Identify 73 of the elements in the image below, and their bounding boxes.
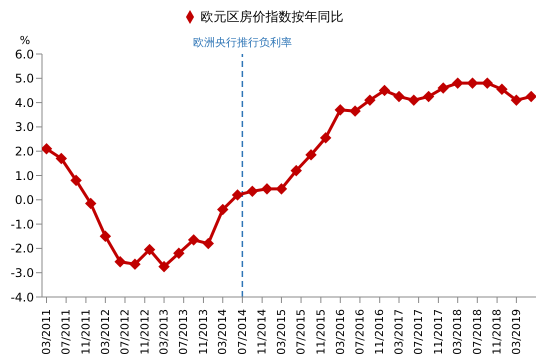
x-tick-label: 11/2017 [432, 309, 445, 355]
point [158, 261, 170, 272]
point [466, 78, 478, 89]
x-tick-label: 03/2014 [216, 309, 230, 355]
point [100, 230, 111, 242]
x-tick-label: 07/2014 [236, 309, 249, 355]
legend-label: 欧元区房价指数按年同比 [200, 10, 344, 25]
point [188, 234, 200, 246]
x-tick-label: 11/2018 [490, 309, 504, 355]
x-tick-label: 03/2013 [158, 309, 171, 355]
point [350, 106, 361, 117]
x-tick-label: 11/2013 [196, 309, 210, 355]
y-tick-label: 0.0 [14, 193, 34, 208]
x-tick-label: 03/2012 [98, 309, 112, 355]
y-tick-label: 1.0 [14, 168, 34, 183]
y-tick-label: 6.0 [14, 47, 34, 62]
x-tick-label: 07/2017 [412, 309, 426, 355]
point [42, 143, 52, 154]
point [114, 256, 126, 268]
point [56, 152, 67, 164]
x-tick-label: 11/2015 [314, 309, 328, 355]
y-tick-label: 5.0 [14, 72, 34, 86]
x-tick-label: 07/2016 [353, 309, 366, 355]
point [334, 104, 346, 116]
x-tick-label: 07/2013 [177, 309, 190, 355]
y-tick-label: 3.0 [14, 120, 34, 134]
x-tick-label: 03/2016 [334, 309, 347, 355]
point [526, 91, 536, 102]
point [129, 258, 140, 270]
point [246, 186, 258, 197]
y-tick-label: 2.0 [14, 144, 34, 158]
point [438, 82, 449, 94]
point [202, 238, 214, 250]
point [276, 183, 287, 194]
x-tick-label: 11/2012 [138, 309, 152, 355]
point [306, 149, 317, 160]
x-tick-label: 03/2019 [510, 309, 523, 355]
point [232, 189, 244, 200]
point [217, 204, 228, 216]
point [379, 84, 390, 96]
x-tick-label: 07/2018 [470, 309, 484, 355]
point [408, 94, 420, 106]
x-tick-label: 03/2018 [451, 309, 464, 355]
x-tick-label: 07/2011 [60, 309, 73, 355]
y-tick-label: 4.0 [14, 96, 34, 110]
x-tick-label: 11/2016 [373, 309, 386, 355]
ref-line-label: 欧洲央行推行负利率 [192, 36, 292, 49]
point [423, 91, 434, 102]
y-axis-title: % [20, 34, 30, 47]
y-tick-label: -4.0 [10, 290, 34, 304]
point [452, 78, 464, 89]
point [261, 183, 272, 194]
x-tick-label: 11/2014 [256, 309, 269, 355]
point [173, 248, 184, 259]
point [290, 165, 302, 176]
x-tick-label: 07/2015 [294, 309, 308, 355]
point [482, 78, 493, 89]
point [393, 91, 404, 102]
point [510, 94, 522, 106]
y-tick-label: -2.0 [10, 242, 34, 256]
point [70, 174, 82, 186]
point [320, 132, 332, 144]
x-tick-label: 03/2011 [40, 309, 54, 355]
y-tick-label: -1.0 [10, 217, 34, 232]
point [144, 244, 156, 256]
x-tick-label: 11/2011 [79, 309, 92, 355]
point [85, 198, 96, 209]
x-tick-label: 03/2015 [274, 309, 288, 355]
point [364, 94, 376, 106]
y-tick-label: -3.0 [10, 266, 34, 280]
point [496, 84, 508, 95]
x-tick-label: 03/2017 [392, 309, 406, 355]
x-tick-label: 07/2012 [118, 309, 132, 355]
